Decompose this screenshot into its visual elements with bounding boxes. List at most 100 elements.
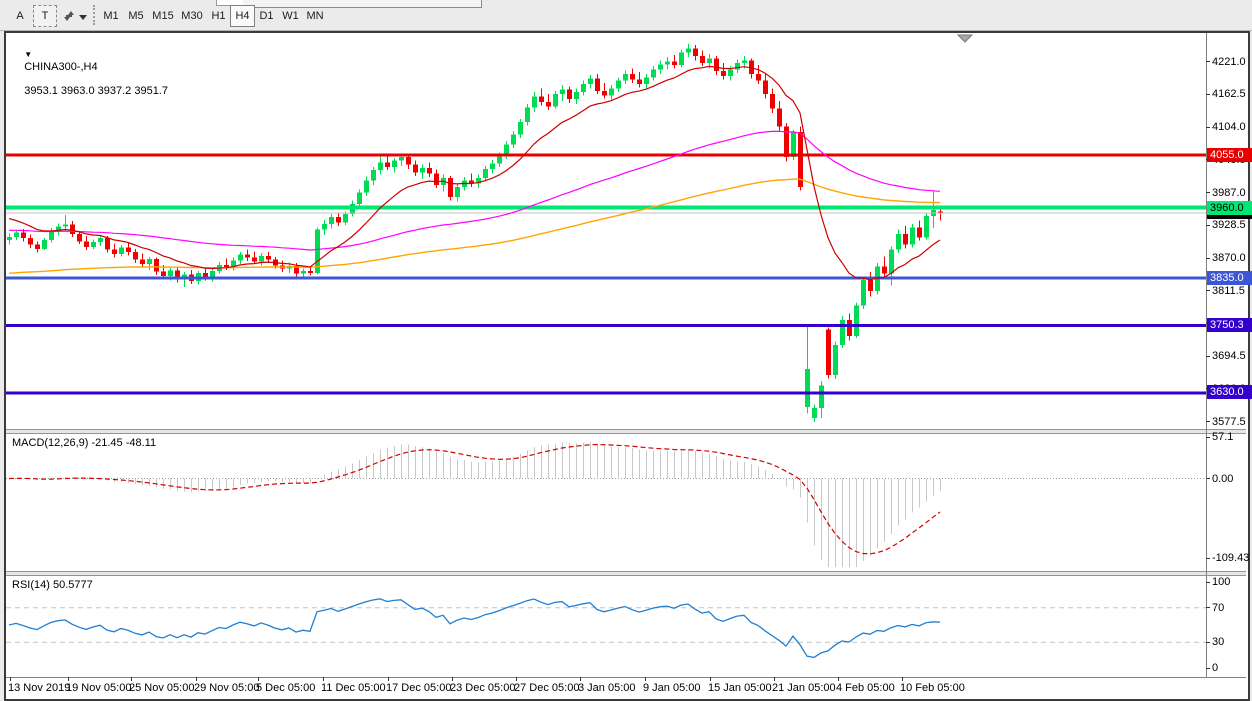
ohlc-title: ▼ CHINA300-,H4 3953.1 3963.0 3937.2 3951… [12,37,168,109]
time-label: 13 Nov 2019 [8,682,71,694]
h-line-3835.0[interactable] [6,276,1206,280]
price-line-badge-3835.0: 3835.0 [1207,270,1252,285]
macd-histogram-bar [471,461,472,479]
macd-histogram-bar [842,478,843,568]
timeframe-button-m15[interactable]: M15 [152,10,174,22]
macd-histogram-bar [709,453,710,479]
candle-body [399,156,404,161]
axis-separator [1206,33,1207,677]
h-line-4055.0[interactable] [6,153,1206,157]
time-label: 3 Jan 05:00 [578,682,636,694]
candle-body [819,385,824,408]
macd-histogram-bar [30,478,31,480]
macd-label: MACD(12,26,9) -21.45 -48.11 [12,437,157,449]
candle-body [910,227,915,245]
timeframe-button-h4[interactable]: H4 [230,5,255,27]
candle-body [406,156,411,165]
timeframe-button-h1[interactable]: H1 [211,10,226,22]
macd-histogram-bar [219,478,220,490]
candle-body [392,160,397,167]
macd-histogram-bar [79,477,80,479]
macd-histogram-bar [912,478,913,513]
collapse-triangle-icon[interactable]: ▼ [24,50,33,59]
macd-histogram-bar [870,478,871,556]
candle-body [70,224,75,235]
time-label: 17 Dec 05:00 [386,682,452,694]
macd-histogram-bar [247,478,248,484]
timeframe-button-m5[interactable]: M5 [128,10,144,22]
macd-histogram-bar [401,444,402,479]
macd-histogram-bar [779,478,780,480]
macd-histogram-bar [275,478,276,482]
candle-body [770,94,775,109]
timeframe-button-m30[interactable]: M30 [181,10,203,22]
timeframe-button-m1[interactable]: M1 [103,10,119,22]
candle-body [546,101,551,107]
chart-shift-marker-icon[interactable] [956,34,974,43]
macd-histogram-bar [786,478,787,487]
macd-tick-label-tick [1206,436,1210,438]
time-tick [902,677,903,681]
candle-body [700,56,705,63]
candle-body [840,320,845,345]
candle-body [938,211,943,213]
time-tick [323,677,324,681]
rsi-tick-label-tick [1206,607,1210,609]
macd-histogram-bar [863,478,864,561]
candle-body [77,234,82,242]
cursor-arrows-button[interactable] [58,5,92,27]
time-tick [580,677,581,681]
macd-signal-line [8,443,941,555]
pane-splitter-rsi[interactable] [6,571,1246,576]
macd-histogram-bar [373,452,374,479]
rsi-tick-label: 100 [1212,576,1231,588]
candle-body [658,64,663,70]
candle-body [497,155,502,164]
macd-pane[interactable] [6,434,1206,571]
text-tool-button[interactable]: T [33,5,57,27]
macd-histogram-bar [436,451,437,479]
candle-body [301,270,306,274]
text-label-tool-button[interactable]: A [16,10,24,22]
macd-histogram-bar [660,450,661,479]
macd-histogram-bar [653,450,654,479]
price-tick-label-tick [1206,93,1210,95]
h-line-3960.0[interactable] [6,205,1206,210]
time-label: 25 Nov 05:00 [129,682,195,694]
candle-body [133,251,138,260]
macd-histogram-bar [198,478,199,492]
time-tick [516,677,517,681]
macd-histogram-bar [940,478,941,491]
macd-histogram-bar [450,456,451,479]
candle-body [889,249,894,274]
timeframe-button-w1[interactable]: W1 [282,10,299,22]
candlestick-chart-pane[interactable] [6,33,1206,429]
macd-histogram-bar [723,458,724,479]
h-line-3630.0[interactable] [6,391,1206,395]
time-axis[interactable] [6,677,1246,698]
rsi-pane[interactable] [6,576,1206,677]
macd-histogram-bar [429,448,430,479]
macd-histogram-bar [324,475,325,479]
macd-histogram-bar [261,478,262,482]
macd-histogram-bar [149,478,150,486]
h-line-3750.3[interactable] [6,324,1206,328]
ma-slow-orange [8,178,941,274]
toolbar-grip[interactable] [93,5,98,25]
candle-body [378,162,383,171]
candle-body [371,170,376,181]
candle-body [35,244,40,250]
candle-body [532,96,537,108]
timeframe-button-mn[interactable]: MN [306,10,324,22]
timeframe-button-d1[interactable]: D1 [259,10,274,22]
candle-body [140,259,145,265]
candle-body [14,232,19,237]
ma-fast-red [8,65,941,281]
time-tick [68,677,69,681]
macd-histogram-bar [191,478,192,493]
price-tick-label-tick [1206,224,1210,226]
pane-splitter-macd[interactable] [6,429,1246,434]
candle-body [385,162,390,167]
candle-body [728,69,733,77]
macd-histogram-bar [527,450,528,479]
